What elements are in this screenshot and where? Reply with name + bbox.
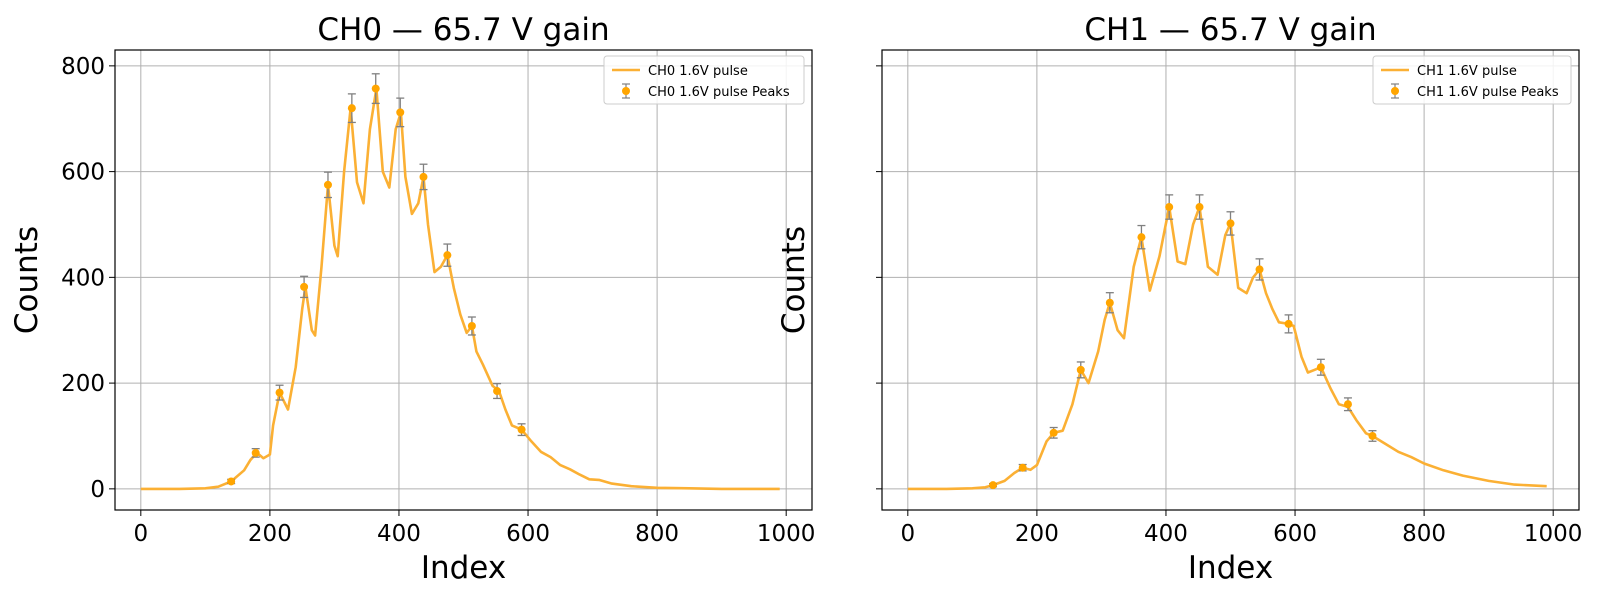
peak-point [371, 84, 380, 93]
peak-point [1195, 203, 1204, 212]
chart-panel-1: 0 200 400 600 800 1000 CH1 — 65.7 V gain Index C… [776, 12, 1582, 586]
peak-point [323, 180, 332, 189]
peak-point [1076, 365, 1085, 374]
x-tick-label: 400 [1144, 521, 1188, 547]
peak-point [1105, 298, 1114, 307]
y-tick-label: 800 [61, 54, 105, 80]
peak-point [989, 481, 998, 490]
legend-box [603, 55, 805, 105]
peak-point [419, 172, 428, 181]
x-tick-label: 0 [900, 521, 915, 547]
y-axis-label: Counts [9, 226, 45, 334]
legend-marker-swatch [1391, 87, 1399, 95]
peak-point [275, 388, 284, 397]
y-tick-label: 0 [90, 477, 105, 503]
legend: CH1 1.6V pulse CH1 1.6V pulse Peaks [1372, 55, 1572, 105]
peak-point [1284, 319, 1293, 328]
peak-point [1255, 265, 1264, 274]
legend-label: CH1 1.6V pulse Peaks [1417, 85, 1559, 100]
chart-title: CH1 — 65.7 V gain [1084, 12, 1376, 48]
peak-point [1343, 400, 1352, 409]
axes-frame [881, 49, 1580, 511]
x-tick-label: 0 [133, 521, 148, 547]
peak-point [1368, 431, 1377, 440]
peak-point [1137, 233, 1146, 242]
y-tick-label: 400 [61, 265, 105, 291]
x-axis-label: Index [421, 550, 506, 586]
chart-title: CH0 — 65.7 V gain [317, 12, 609, 48]
legend-box [1372, 55, 1572, 105]
peak-point [1049, 428, 1058, 437]
axes-frame [114, 49, 813, 511]
peak-point [300, 282, 309, 291]
legend-marker-swatch [622, 87, 630, 95]
x-tick-label: 800 [1402, 521, 1446, 547]
peak-point [493, 387, 502, 396]
legend-label: CH0 1.6V pulse [648, 64, 748, 79]
peak-point [396, 108, 405, 117]
x-tick-label: 800 [635, 521, 679, 547]
x-tick-label: 600 [1273, 521, 1317, 547]
x-axis-label: Index [1188, 550, 1273, 586]
legend: CH0 1.6V pulse CH0 1.6V pulse Peaks [603, 55, 805, 105]
y-axis-label: Counts [776, 226, 812, 334]
x-tick-label: 200 [1015, 521, 1059, 547]
peak-point [347, 104, 356, 113]
x-tick-label: 1000 [1524, 521, 1583, 547]
peak-point [1018, 463, 1027, 472]
x-tick-label: 200 [248, 521, 292, 547]
x-tick-label: 600 [506, 521, 550, 547]
x-tick-label: 1000 [757, 521, 816, 547]
x-tick-label: 400 [377, 521, 421, 547]
peak-point [227, 477, 236, 486]
peak-point [1226, 219, 1235, 228]
y-tick-label: 200 [61, 371, 105, 397]
legend-label: CH0 1.6V pulse Peaks [648, 85, 790, 100]
legend-label: CH1 1.6V pulse [1417, 64, 1517, 79]
peak-point [1165, 203, 1174, 212]
y-tick-label: 600 [61, 160, 105, 186]
peak-point [443, 251, 452, 260]
chart-panel-0: 0 200 400 600 800 1000 0 200 400 600 800 CH0 — 65.7… [9, 12, 815, 586]
peak-point [1316, 363, 1325, 372]
peak-point [251, 448, 260, 457]
peak-point [517, 425, 526, 434]
series-line [140, 87, 780, 491]
series-line [907, 205, 1547, 491]
peak-point [467, 322, 476, 330]
